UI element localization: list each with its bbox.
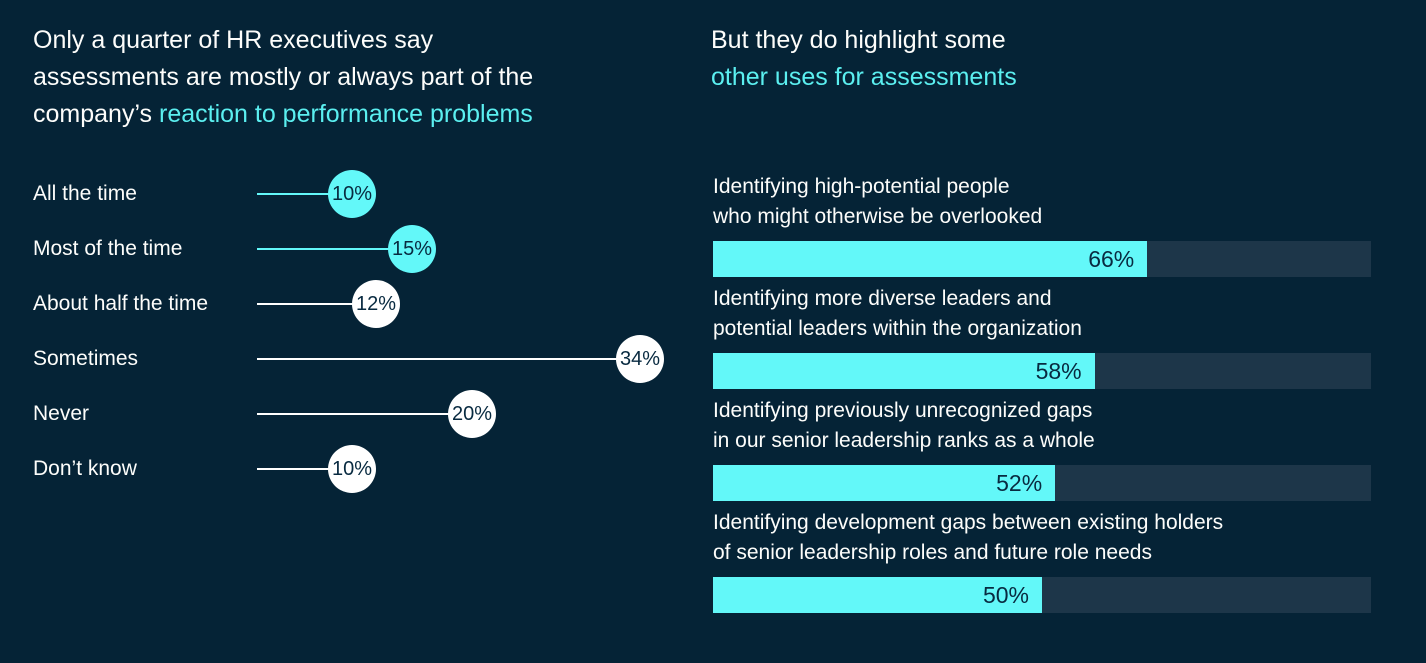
left-title-line-2: assessments are mostly or always part of…	[33, 63, 534, 91]
right-title-line-2: other uses for assessments	[711, 63, 1017, 91]
bar-category-label: Identifying high-potential people who mig…	[713, 172, 1371, 232]
left-title: Only a quarter of HR executives say asse…	[33, 22, 533, 133]
bar-value-label: 52%	[996, 469, 1043, 496]
lollipop-category-label: Sometimes	[33, 347, 139, 370]
left-title-line-3: company’s reaction to performance proble…	[33, 96, 533, 133]
bar-track: 52%	[713, 465, 1371, 501]
lollipop-category-label: Don’t know	[33, 457, 137, 480]
lollipop-stem-line	[257, 193, 352, 195]
bar-category-label-line-1: Identifying high-potential people	[713, 175, 1010, 198]
lollipop-row: Most of the time 15%	[0, 225, 713, 273]
left-title-line-1: Only a quarter of HR executives say	[33, 26, 434, 54]
lollipop-stem-line	[257, 303, 376, 305]
bar-category-label-line-2: potential leaders within the organizatio…	[713, 317, 1082, 340]
bar-category-label-line-1: Identifying development gaps between exi…	[713, 511, 1224, 534]
bar-category-label-line-1: Identifying more diverse leaders and	[713, 287, 1052, 310]
lollipop-value-badge: 10%	[328, 170, 376, 218]
bar-category-label-line-2: who might otherwise be overlooked	[713, 205, 1043, 228]
bar-category-label-line-2: in our senior leadership ranks as a whol…	[713, 429, 1095, 452]
lollipop-value-badge: 34%	[616, 335, 664, 383]
bar-track: 50%	[713, 577, 1371, 613]
left-title-line-3-accent: reaction to performance problems	[159, 100, 533, 128]
bar-category-label: Identifying more diverse leaders and pote…	[713, 284, 1371, 344]
right-title: But they do highlight some other uses fo…	[711, 22, 1017, 96]
lollipop-row: Sometimes 34%	[0, 335, 713, 383]
right-title-line-1: But they do highlight some	[711, 26, 1006, 54]
bar-fill: 58%	[713, 353, 1095, 389]
bar-category-label-line-1: Identifying previously unrecognized gaps	[713, 399, 1093, 422]
bar-category-label-line-2: of senior leadership roles and future ro…	[713, 541, 1152, 564]
bar-item: Identifying more diverse leaders and pote…	[713, 284, 1371, 389]
lollipop-value-badge: 20%	[448, 390, 496, 438]
lollipop-stem-line	[257, 358, 640, 360]
lollipop-row: About half the time 12%	[0, 280, 713, 328]
lollipop-stem-line	[257, 413, 472, 415]
bar-item: Identifying previously unrecognized gaps…	[713, 396, 1371, 501]
lollipop-category-label: All the time	[33, 182, 137, 205]
bar-fill: 66%	[713, 241, 1148, 277]
lollipop-category-label: About half the time	[33, 292, 209, 315]
bar-category-label: Identifying development gaps between exi…	[713, 508, 1371, 568]
bar-value-label: 66%	[1088, 245, 1135, 272]
lollipop-row: Don’t know 10%	[0, 445, 713, 493]
bar-value-label: 58%	[1035, 357, 1082, 384]
lollipop-value-badge: 12%	[352, 280, 400, 328]
bar-fill: 50%	[713, 577, 1042, 613]
left-title-line-3-white: company’s	[33, 100, 159, 128]
bar-track: 58%	[713, 353, 1371, 389]
lollipop-category-label: Never	[33, 402, 90, 425]
lollipop-value-badge: 15%	[388, 225, 436, 273]
lollipop-value-badge: 10%	[328, 445, 376, 493]
lollipop-stem-line	[257, 248, 412, 250]
bar-item: Identifying development gaps between exi…	[713, 508, 1371, 613]
bar-category-label: Identifying previously unrecognized gaps…	[713, 396, 1371, 456]
bar-item: Identifying high-potential people who mig…	[713, 172, 1371, 277]
lollipop-row: All the time 10%	[0, 170, 713, 218]
bar-track: 66%	[713, 241, 1371, 277]
lollipop-category-label: Most of the time	[33, 237, 183, 260]
bar-value-label: 50%	[982, 581, 1029, 608]
lollipop-row: Never 20%	[0, 390, 713, 438]
bar-fill: 52%	[713, 465, 1056, 501]
lollipop-stem-line	[257, 468, 352, 470]
